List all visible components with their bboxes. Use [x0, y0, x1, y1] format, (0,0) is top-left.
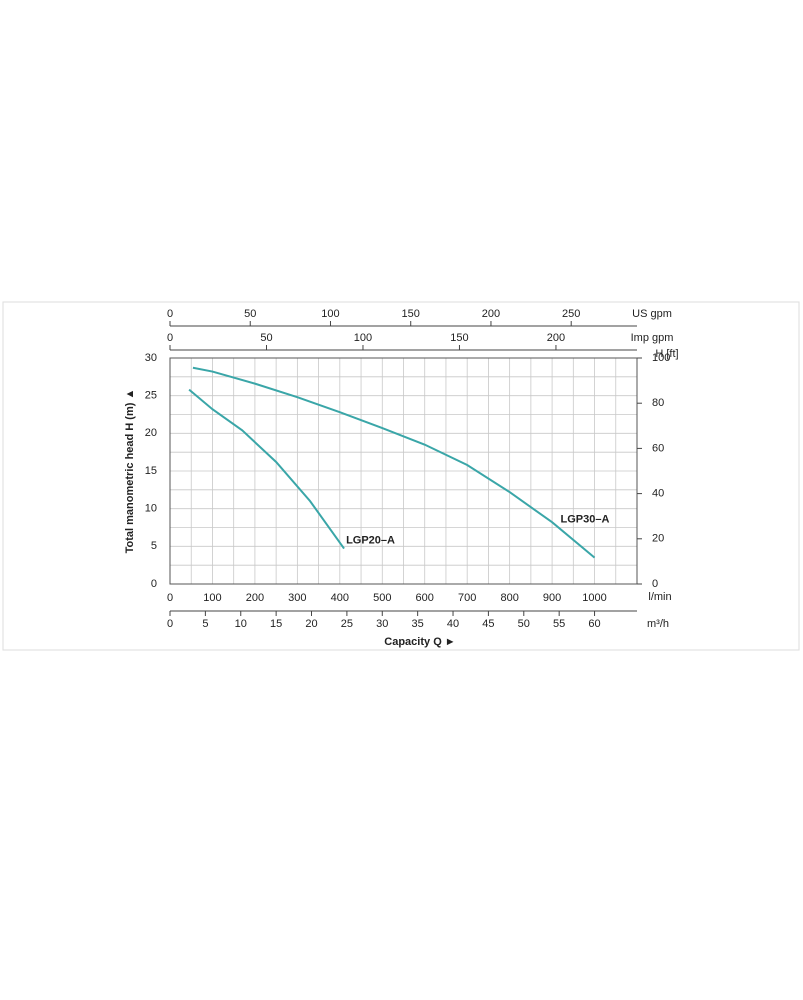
y2-tick-label: 40 — [652, 488, 664, 500]
x-tick-label: 900 — [543, 592, 561, 604]
x-tick-label: 200 — [246, 592, 264, 604]
axis-tick-label: 150 — [402, 308, 420, 320]
axis-tick-label: 5 — [202, 618, 208, 630]
y2-unit: H [ft] — [655, 348, 678, 360]
axis-tick-label: 20 — [305, 618, 317, 630]
x-tick-label: 800 — [500, 592, 518, 604]
y2-tick-label: 80 — [652, 397, 664, 409]
frame — [2, 301, 800, 651]
series-label: LGP20–A — [346, 534, 395, 546]
axis-tick-label: 50 — [260, 332, 272, 344]
axis-tick-label: 15 — [270, 618, 282, 630]
x-tick-label: 600 — [416, 592, 434, 604]
y2-tick-label: 0 — [652, 578, 658, 590]
axis-tick-label: 25 — [341, 618, 353, 630]
x-axis-title: Capacity Q ► — [384, 636, 455, 648]
axis-tick-label: 100 — [354, 332, 372, 344]
axis-tick-label: 200 — [482, 308, 500, 320]
y-tick-label: 0 — [151, 578, 157, 590]
y2-tick-label: 60 — [652, 442, 664, 454]
axis-tick-label: 100 — [321, 308, 339, 320]
axis-tick-label: 0 — [167, 308, 173, 320]
axis-tick-label: 40 — [447, 618, 459, 630]
axis-unit: Imp gpm — [631, 332, 674, 344]
axis-tick-label: 60 — [588, 618, 600, 630]
x-tick-label: 0 — [167, 592, 173, 604]
y-tick-label: 30 — [145, 352, 157, 364]
axis-tick-label: 250 — [562, 308, 580, 320]
axis-unit: US gpm — [632, 308, 672, 320]
axis-tick-label: 45 — [482, 618, 494, 630]
series-label: LGP30–A — [561, 514, 610, 526]
y2-tick-label: 20 — [652, 533, 664, 545]
axis-tick-label: 10 — [235, 618, 247, 630]
x-tick-label: 700 — [458, 592, 476, 604]
y-tick-label: 5 — [151, 540, 157, 552]
x-tick-label: 400 — [331, 592, 349, 604]
x-tick-label: 500 — [373, 592, 391, 604]
x-tick-label: 300 — [288, 592, 306, 604]
axis-tick-label: 50 — [244, 308, 256, 320]
y-axis-title: Total manometric head H (m) ▲ — [124, 389, 136, 554]
axis-tick-label: 50 — [518, 618, 530, 630]
y-tick-label: 20 — [145, 427, 157, 439]
plot-frame — [169, 357, 638, 585]
y2-tick-label: 100 — [652, 352, 670, 364]
x-tick-label: 100 — [203, 592, 221, 604]
axis-tick-label: 150 — [450, 332, 468, 344]
axis-tick-label: 0 — [167, 332, 173, 344]
series-line — [188, 388, 345, 550]
axis-tick-label: 30 — [376, 618, 388, 630]
axis-unit: m³/h — [647, 618, 669, 630]
series-line — [192, 366, 596, 559]
y-tick-label: 15 — [145, 465, 157, 477]
x-unit: l/min — [648, 591, 671, 603]
y-tick-label: 10 — [145, 503, 157, 515]
axis-tick-label: 55 — [553, 618, 565, 630]
axis-tick-label: 0 — [167, 618, 173, 630]
axis-tick-label: 200 — [547, 332, 565, 344]
x-tick-label: 1000 — [582, 592, 606, 604]
axis-tick-label: 35 — [412, 618, 424, 630]
y-tick-label: 25 — [145, 390, 157, 402]
